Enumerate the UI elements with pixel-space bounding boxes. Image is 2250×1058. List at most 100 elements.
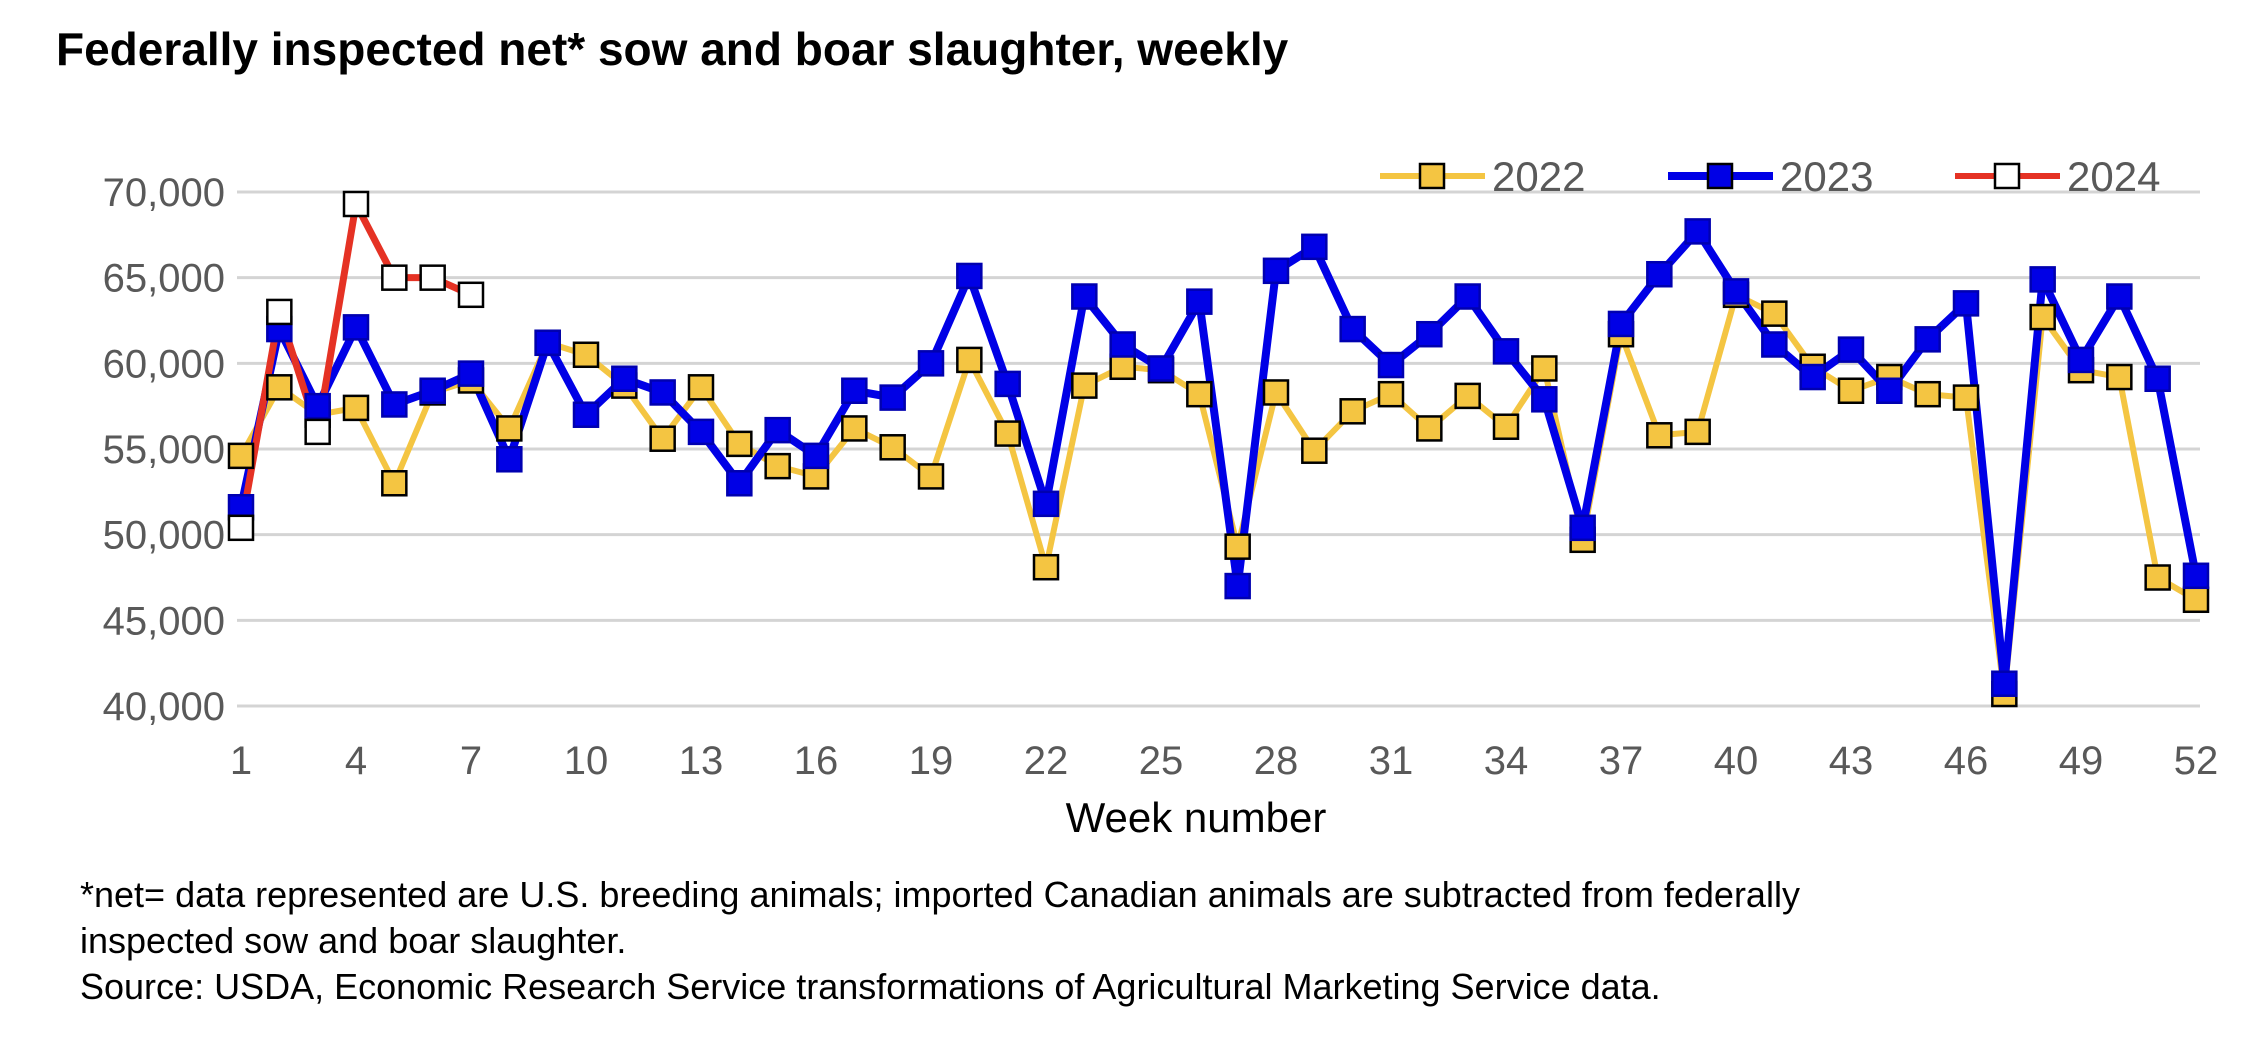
data-point-2023 — [1684, 218, 1711, 245]
data-point-2022 — [1109, 353, 1136, 381]
data-point-2023 — [1454, 283, 1481, 310]
x-tick-label: 37 — [1599, 739, 1644, 783]
data-point-2023 — [2029, 266, 2056, 293]
series-line-2022 — [238, 291, 2198, 698]
data-point-2022 — [2029, 303, 2056, 331]
data-point-2023 — [419, 377, 446, 404]
legend-marker-2024 — [1993, 162, 2021, 190]
legend-label-2024: 2024 — [2067, 153, 2160, 200]
data-point-2023 — [994, 370, 1021, 398]
y-tick-label: 70,000 — [103, 171, 225, 215]
data-point-2022 — [1914, 380, 1941, 408]
x-axis-ticks: 1 4 7 10 13 16 19 22 25 28 31 34 37 40 43 46 49 52 — [230, 739, 2218, 783]
data-point-2023 — [726, 470, 753, 497]
data-point-2023 — [534, 329, 561, 357]
data-point-2022 — [2182, 586, 2210, 614]
data-point-2022 — [1339, 398, 1366, 425]
data-point-2022 — [1684, 418, 1711, 446]
data-point-2022 — [2144, 564, 2171, 591]
data-point-2023 — [496, 446, 523, 473]
data-point-2023 — [1339, 315, 1366, 343]
x-tick-label: 25 — [1139, 739, 1184, 783]
x-tick-label: 16 — [794, 739, 839, 783]
data-point-2024 — [342, 190, 370, 218]
data-point-2023 — [572, 401, 600, 428]
footnote-line-3: Source: USDA, Economic Research Service … — [80, 966, 1661, 1007]
x-tick-label: 28 — [1254, 739, 1299, 783]
x-tick-label: 10 — [564, 739, 609, 783]
data-point-2022 — [956, 346, 983, 374]
data-point-2022 — [266, 374, 293, 401]
data-point-2022 — [1531, 355, 1558, 382]
data-point-2024 — [266, 298, 293, 326]
data-point-2023 — [304, 392, 331, 420]
footnote-line-1: *net= data represented are U.S. breeding… — [80, 874, 1800, 915]
x-tick-label: 7 — [460, 739, 482, 783]
x-tick-label: 31 — [1369, 739, 1414, 783]
data-point-2022 — [1416, 415, 1443, 442]
data-point-2022 — [726, 430, 753, 458]
data-point-2022 — [572, 341, 600, 369]
data-point-2022 — [1262, 379, 1290, 406]
y-tick-label: 60,000 — [103, 342, 225, 386]
y-tick-label: 55,000 — [103, 428, 225, 472]
data-point-2022 — [1454, 382, 1481, 410]
data-point-2023 — [1646, 260, 1673, 288]
x-tick-label: 19 — [909, 739, 954, 783]
data-point-2023 — [1301, 233, 1328, 261]
x-tick-label: 46 — [1944, 739, 1989, 783]
data-point-2023 — [879, 384, 906, 411]
data-point-2022 — [994, 420, 1021, 447]
x-tick-label: 4 — [345, 739, 367, 783]
data-point-2022 — [1032, 553, 1060, 581]
data-point-2023 — [1607, 310, 1635, 338]
x-tick-label: 13 — [679, 739, 724, 783]
data-point-2023 — [1876, 377, 1903, 404]
data-point-2022 — [227, 442, 255, 470]
y-tick-label: 40,000 — [103, 685, 225, 729]
data-point-2023 — [764, 416, 791, 444]
data-point-2023 — [1109, 331, 1136, 358]
data-point-2023 — [1492, 338, 1520, 365]
data-point-2022 — [1071, 372, 1098, 399]
series-line-2023 — [237, 227, 2200, 688]
data-point-2023 — [457, 360, 485, 387]
data-point-2022 — [1492, 413, 1520, 440]
data-point-2024 — [381, 264, 408, 291]
legend-label-2022: 2022 — [1492, 153, 1585, 200]
data-point-2023 — [342, 314, 370, 341]
data-point-2023 — [1071, 283, 1098, 310]
data-point-2023 — [1032, 490, 1060, 518]
x-tick-label: 22 — [1024, 739, 1069, 783]
data-point-2023 — [917, 350, 945, 377]
legend-marker-2023 — [1706, 162, 1734, 190]
data-point-2023 — [1799, 363, 1826, 391]
data-point-2023 — [2144, 365, 2171, 393]
data-point-2023 — [687, 418, 715, 446]
data-point-2022 — [496, 415, 523, 442]
data-point-2022 — [1837, 377, 1865, 404]
data-point-2023 — [1147, 355, 1175, 382]
data-point-2023 — [649, 379, 676, 406]
data-point-2023 — [1224, 572, 1251, 600]
x-tick-label: 34 — [1484, 739, 1529, 783]
data-point-2023 — [1262, 257, 1290, 285]
data-point-2023 — [956, 262, 983, 290]
data-point-2023 — [611, 365, 638, 393]
x-tick-label: 40 — [1714, 739, 1759, 783]
data-point-2022 — [764, 452, 791, 480]
y-tick-label: 45,000 — [103, 599, 225, 643]
legend-label-2023: 2023 — [1780, 153, 1873, 200]
data-point-2022 — [649, 425, 676, 452]
data-point-2022 — [1186, 380, 1213, 408]
data-point-2023 — [1722, 278, 1750, 305]
x-tick-label: 1 — [230, 739, 252, 783]
x-tick-label: 43 — [1829, 739, 1874, 783]
data-point-2022 — [381, 470, 408, 497]
data-point-2022 — [2106, 363, 2133, 391]
data-point-2022 — [1224, 533, 1251, 560]
series-layer — [227, 190, 2210, 708]
data-point-2022 — [1301, 437, 1328, 464]
data-point-2022 — [342, 394, 370, 422]
